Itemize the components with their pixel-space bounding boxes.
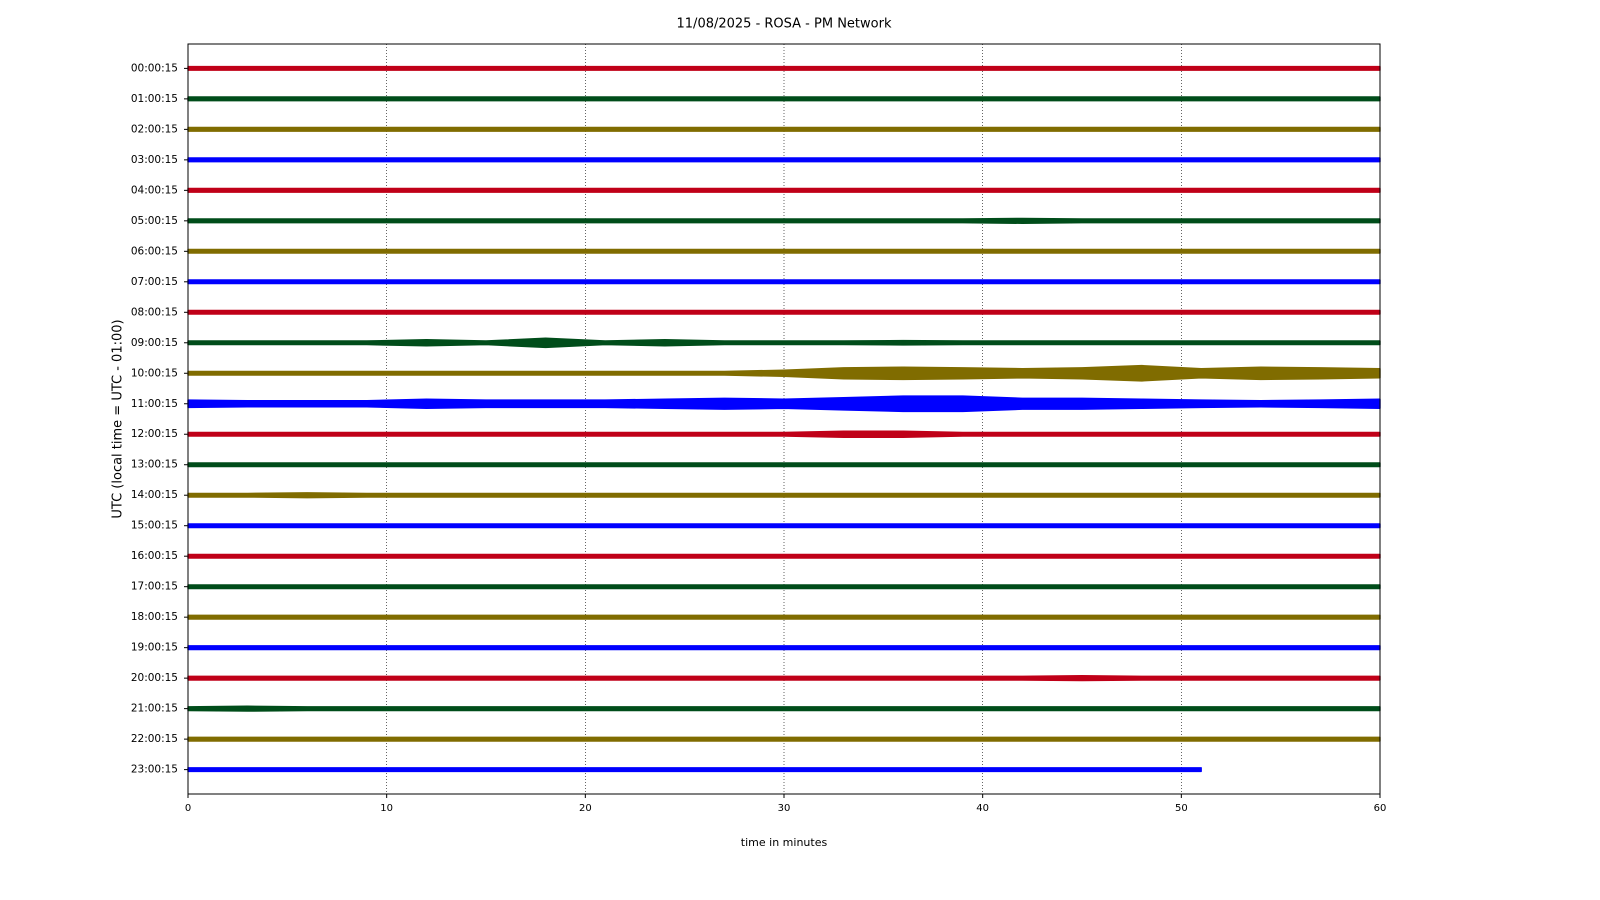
y-tick-label: 07:00:15 <box>131 276 178 288</box>
trace <box>187 462 1381 468</box>
plot-frame <box>187 43 1381 795</box>
y-tick-label: 11:00:15 <box>131 398 178 410</box>
y-tick-label: 15:00:15 <box>131 520 178 532</box>
trace <box>187 96 1381 102</box>
y-tick-label: 19:00:15 <box>131 642 178 654</box>
trace <box>187 430 1381 438</box>
trace <box>187 645 1381 651</box>
y-tick-label: 21:00:15 <box>131 703 178 715</box>
y-tick-label: 05:00:15 <box>131 215 178 227</box>
y-tick-label: 16:00:15 <box>131 550 178 562</box>
chart-title: 11/08/2025 - ROSA - PM Network <box>677 17 892 32</box>
y-tick-label: 01:00:15 <box>131 93 178 105</box>
y-tick-label: 09:00:15 <box>131 337 178 349</box>
y-tick-label: 10:00:15 <box>131 367 178 379</box>
y-tick-label: 02:00:15 <box>131 123 178 135</box>
y-tick-label: 18:00:15 <box>131 611 178 623</box>
y-axis-label: UTC (local time = UTC - 01:00) <box>111 319 126 518</box>
y-tick-label: 20:00:15 <box>131 672 178 684</box>
y-tick-label: 08:00:15 <box>131 306 178 318</box>
trace <box>187 523 1381 529</box>
x-tick-label: 40 <box>976 803 989 814</box>
trace <box>187 553 1381 559</box>
x-tick-label: 30 <box>778 803 791 814</box>
x-axis-label: time in minutes <box>741 836 828 849</box>
trace <box>187 675 1381 682</box>
trace <box>187 309 1381 315</box>
trace <box>187 279 1381 285</box>
x-tick-label: 10 <box>380 803 393 814</box>
y-tick-label: 23:00:15 <box>131 764 178 776</box>
x-tick-label: 60 <box>1374 803 1387 814</box>
x-tick-label: 0 <box>185 803 191 814</box>
trace <box>187 492 1381 499</box>
trace <box>187 65 1381 71</box>
y-tick-label: 03:00:15 <box>131 154 178 166</box>
x-tick-label: 20 <box>579 803 592 814</box>
y-tick-label: 17:00:15 <box>131 581 178 593</box>
trace <box>187 614 1381 620</box>
trace <box>187 187 1381 193</box>
trace <box>187 584 1381 590</box>
y-tick-label: 00:00:15 <box>131 62 178 74</box>
y-tick-label: 12:00:15 <box>131 428 178 440</box>
trace <box>187 126 1381 132</box>
trace <box>187 736 1381 742</box>
x-tick-label: 50 <box>1175 803 1188 814</box>
y-tick-label: 14:00:15 <box>131 489 178 501</box>
trace <box>187 337 1381 349</box>
trace <box>187 364 1381 382</box>
trace <box>187 217 1381 224</box>
y-tick-label: 04:00:15 <box>131 184 178 196</box>
trace <box>187 767 1202 773</box>
trace <box>187 248 1381 254</box>
y-tick-label: 22:00:15 <box>131 733 178 745</box>
y-tick-label: 13:00:15 <box>131 459 178 471</box>
trace <box>187 157 1381 163</box>
y-tick-label: 06:00:15 <box>131 245 178 257</box>
trace <box>187 705 1381 712</box>
